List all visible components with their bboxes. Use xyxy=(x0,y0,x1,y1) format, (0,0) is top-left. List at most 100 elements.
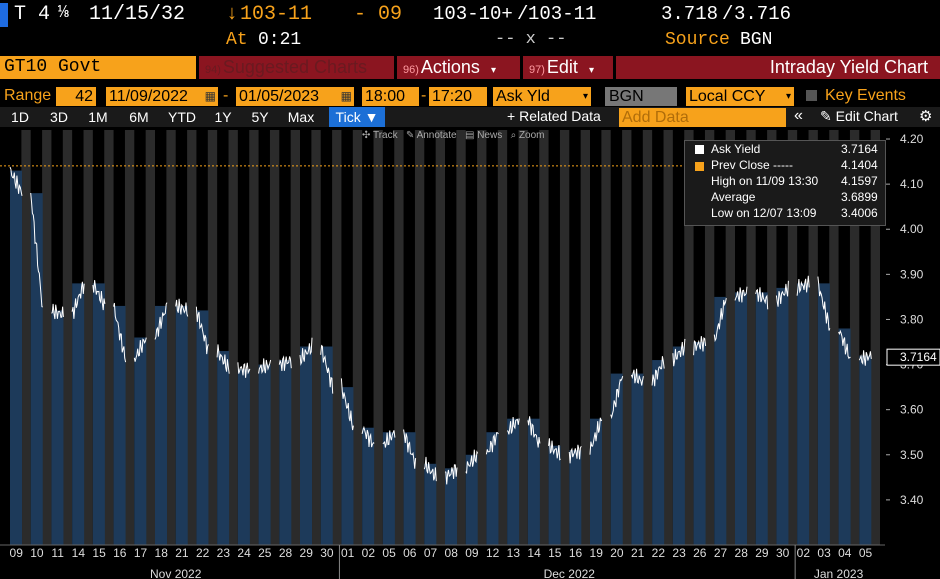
suggested-charts-button[interactable]: 94) Suggested Charts xyxy=(199,56,394,79)
x-tick-label: 29 xyxy=(755,546,769,560)
y-tick-label: 4.20 xyxy=(900,132,924,146)
y-tick-label: 4.10 xyxy=(900,177,924,191)
month-label: Nov 2022 xyxy=(150,567,202,579)
edit-button[interactable]: 97) Edit ▾ xyxy=(523,56,613,79)
gear-icon[interactable]: ⚙ xyxy=(919,108,933,125)
security-field[interactable]: GT10 Govt xyxy=(0,56,196,79)
overnight-band xyxy=(808,130,818,545)
x-tick-label: 02 xyxy=(362,546,376,560)
track-tool[interactable]: ✣ Track xyxy=(362,130,398,141)
tab-tick[interactable]: Tick ▼ xyxy=(329,107,385,127)
calendar-icon[interactable]: ▦ xyxy=(340,89,352,103)
tab-1m[interactable]: 1M xyxy=(88,109,108,125)
source-input[interactable]: BGN xyxy=(605,87,677,106)
edit-chart-label: Edit Chart xyxy=(835,108,898,124)
collapse-icon[interactable]: « xyxy=(794,107,803,124)
key-events-checkbox[interactable] xyxy=(806,90,817,101)
x-tick-label: 14 xyxy=(72,546,86,560)
overnight-band xyxy=(642,130,653,545)
yield-area-segment xyxy=(134,337,147,545)
overnight-band xyxy=(497,130,508,545)
x-tick-label: 15 xyxy=(548,546,562,560)
x-tick-label: 09 xyxy=(10,546,24,560)
overnight-band xyxy=(83,130,93,545)
yield-area-segment xyxy=(548,445,561,545)
yield-area-segment xyxy=(486,432,499,545)
yield-line-segment xyxy=(361,425,375,448)
yield-line-segment xyxy=(382,430,396,448)
yield-line-segment xyxy=(693,336,707,356)
price-separator: / xyxy=(517,3,529,25)
legend-ask-yield-value: 3.7164 xyxy=(841,142,878,156)
tab-max[interactable]: Max xyxy=(287,109,315,125)
yield-area-segment xyxy=(10,170,23,545)
add-data-input[interactable]: Add Data xyxy=(619,108,786,127)
ask-price: 103-11 xyxy=(528,3,597,25)
x-tick-label: 01 xyxy=(341,546,355,560)
yield-area-segment xyxy=(465,454,478,545)
yield-area-segment xyxy=(258,364,271,545)
news-tool[interactable]: ▤ News xyxy=(464,130,503,141)
x-tick-label: 28 xyxy=(735,546,749,560)
start-date-input[interactable]: 11/09/2022 ▦ xyxy=(106,87,218,106)
yield-line-segment xyxy=(278,355,292,372)
currency-select-value: Local CCY xyxy=(689,88,766,105)
y-tick-label: 4.00 xyxy=(900,222,924,236)
range-days-input[interactable]: 42 xyxy=(56,87,96,106)
start-time-input[interactable]: 18:00 xyxy=(362,87,419,106)
dropdown-arrow-icon: ▾ xyxy=(588,65,594,76)
zoom-tool[interactable]: ⌕ Zoom xyxy=(510,130,545,141)
end-time-input[interactable]: 17:20 xyxy=(429,87,487,106)
yield-line-segment xyxy=(838,329,851,360)
tab-5y[interactable]: 5Y xyxy=(251,109,269,125)
at-label: At xyxy=(226,30,248,50)
chart-title: Intraday Yield Chart xyxy=(769,57,928,77)
yield-line-segment xyxy=(775,280,789,307)
actions-number: 96) xyxy=(403,64,419,76)
field-select[interactable]: Ask Yld ▾ xyxy=(493,87,591,106)
tab-6m[interactable]: 6M xyxy=(129,109,149,125)
down-arrow-icon: ↓ xyxy=(226,3,239,26)
yield-area-segment xyxy=(672,346,685,545)
overnight-band xyxy=(704,130,715,545)
tab-1d[interactable]: 1D xyxy=(11,109,29,125)
yield-line-segment xyxy=(465,449,479,475)
yield-area-segment xyxy=(72,283,85,545)
yield-line-segment xyxy=(713,297,727,343)
x-tick-label: 08 xyxy=(445,546,459,560)
related-data-button[interactable]: + Related Data xyxy=(507,108,601,124)
ticker: T 4 xyxy=(14,3,51,26)
month-label: Dec 2022 xyxy=(544,567,596,579)
yield-line-segment xyxy=(113,302,127,363)
calendar-icon[interactable]: ▦ xyxy=(204,89,216,103)
overnight-band xyxy=(622,130,632,545)
maturity: 11/15/32 xyxy=(89,3,186,26)
x-tick-label: 15 xyxy=(92,546,106,560)
source-label: Source xyxy=(665,30,730,50)
tab-3d[interactable]: 3D xyxy=(50,109,68,125)
edit-number: 97) xyxy=(529,64,545,76)
quote-header: T 4 ⅛ 11/15/32 ↓ 103-11 - 09 103-10+ / 1… xyxy=(0,0,940,30)
yield-line-segment xyxy=(630,368,644,386)
annotate-tool[interactable]: ✎ Annotate xyxy=(405,130,457,141)
yield-area-segment xyxy=(196,310,209,545)
tab-ytd[interactable]: YTD xyxy=(168,109,196,125)
yield-separator: / xyxy=(722,3,734,25)
at-time: 0:21 xyxy=(258,30,302,50)
overnight-band xyxy=(62,130,73,545)
yield-area-segment xyxy=(631,373,644,545)
yield-area-segment xyxy=(838,328,851,545)
actions-button[interactable]: 96) Actions ▾ xyxy=(397,56,520,79)
overnight-band xyxy=(870,130,880,545)
yield-chart[interactable]: 4.204.104.003.903.803.703.603.503.403.71… xyxy=(0,128,940,579)
tab-1y[interactable]: 1Y xyxy=(214,109,232,125)
end-date-input[interactable]: 01/05/2023 ▦ xyxy=(236,87,354,106)
yield-area-segment xyxy=(590,418,603,545)
yield-area-segment xyxy=(714,296,727,545)
x-tick-label: 05 xyxy=(859,546,873,560)
x-tick-label: 16 xyxy=(569,546,583,560)
edit-chart-button[interactable]: ✎ Edit Chart xyxy=(820,108,898,125)
currency-select[interactable]: Local CCY ▾ xyxy=(686,87,794,106)
overnight-band xyxy=(207,130,218,545)
x-tick-label: 02 xyxy=(797,546,811,560)
